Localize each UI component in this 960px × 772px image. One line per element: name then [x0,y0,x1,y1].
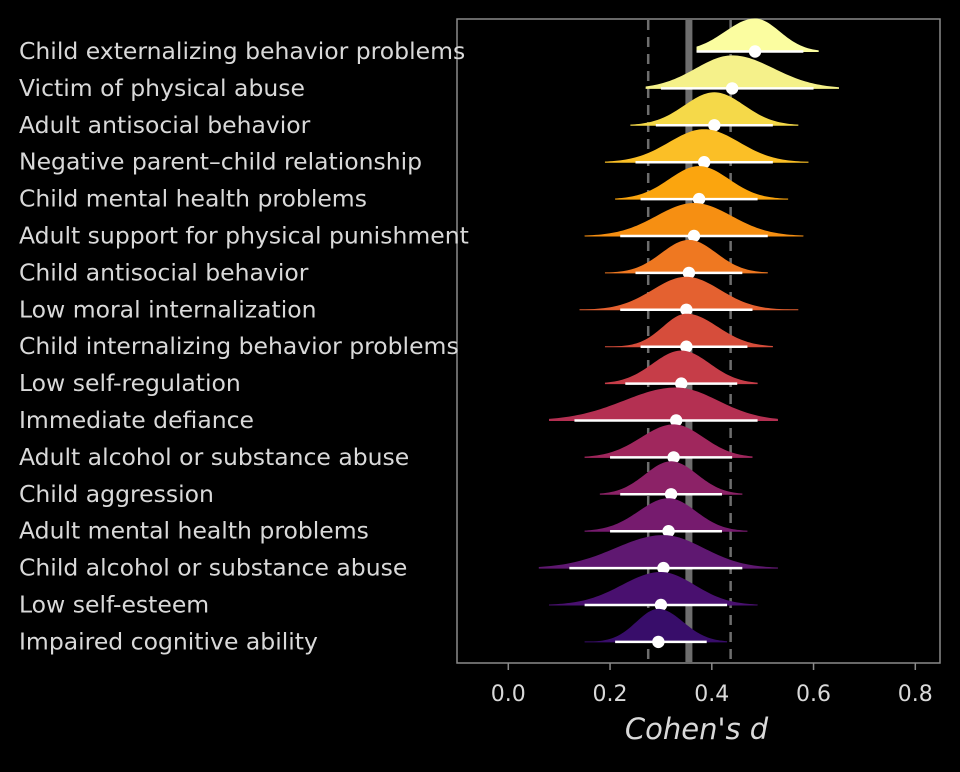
point-estimate [675,377,688,390]
category-label: Child alcohol or substance abuse [19,554,407,582]
category-label: Adult alcohol or substance abuse [19,443,409,471]
density-ridge [584,203,804,236]
category-label: Adult mental health problems [19,517,369,545]
point-estimate [697,156,711,169]
point-estimate [680,340,693,353]
density-ridge [538,535,778,569]
category-label: Child internalizing behavior problems [19,332,459,360]
category-label: Adult antisocial behavior [19,111,311,139]
category-label: Adult support for physical punishment [19,222,469,250]
point-estimate [708,119,721,132]
density-ridge [579,276,799,310]
x-tick-label: 0.8 [898,682,933,707]
point-estimate [669,414,683,427]
category-label: Immediate defiance [19,406,254,434]
point-estimate [662,525,675,538]
density-ridge [604,129,809,163]
density-ridge [549,572,758,605]
point-estimate [667,451,680,464]
x-tick-label: 0.2 [593,682,628,707]
x-tick-label: 0.6 [796,682,831,707]
point-estimate [725,82,739,95]
point-estimate [680,303,693,316]
category-label: Child externalizing behavior problems [19,37,465,65]
point-estimate [692,192,706,206]
category-label: Child aggression [19,480,214,508]
category-label: Victim of physical abuse [19,74,305,102]
category-label: Low self-esteem [19,591,209,619]
category-label: Impaired cognitive ability [19,627,318,655]
category-label: Child mental health problems [19,185,367,213]
density-ridge [645,55,839,89]
density-ridge [604,313,773,347]
density-ridge [604,239,768,273]
point-estimate [748,45,762,58]
density-ridge [696,18,819,52]
point-estimate [657,561,670,575]
category-label: Child antisocial behavior [19,258,309,286]
x-tick-label: 0.0 [491,682,526,707]
density-ridge [584,424,753,458]
point-estimate [652,635,665,649]
point-estimate [682,266,696,280]
plot-panel-border [456,18,941,664]
density-ridge [604,350,758,384]
point-estimate [654,598,668,612]
point-estimate [664,488,678,501]
density-ridge [615,166,789,200]
x-axis-title: Cohen's d [625,712,769,746]
density-ridge [584,608,728,642]
density-ridge [584,498,748,532]
point-estimate [687,229,701,243]
x-tick-label: 0.4 [694,682,729,707]
category-label: Negative parent–child relationship [19,148,422,176]
density-ridge [549,387,778,421]
density-ridge [599,461,743,495]
density-ridge [630,92,799,126]
category-label: Low self-regulation [19,369,241,397]
category-label: Low moral internalization [19,295,317,323]
